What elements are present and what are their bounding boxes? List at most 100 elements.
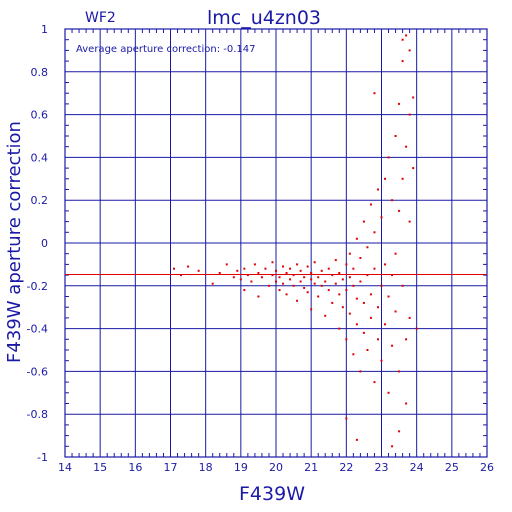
data-point <box>246 274 249 277</box>
data-point <box>257 271 260 274</box>
x-axis-label: F439W <box>239 483 305 505</box>
data-point <box>355 237 358 240</box>
x-tick-label: 15 <box>93 461 107 474</box>
data-point <box>243 267 246 270</box>
x-tick-label: 18 <box>199 461 213 474</box>
data-point <box>408 316 411 319</box>
data-point <box>348 252 351 255</box>
x-tick-label: 17 <box>164 461 178 474</box>
data-point <box>384 323 387 326</box>
data-point <box>289 267 292 270</box>
data-point <box>412 96 415 99</box>
data-point <box>310 271 313 274</box>
data-point <box>408 49 411 52</box>
data-point <box>285 293 288 296</box>
data-point <box>394 252 397 255</box>
data-point <box>373 267 376 270</box>
data-point <box>366 349 369 351</box>
data-point <box>317 276 320 279</box>
data-point <box>320 284 323 287</box>
data-point <box>355 323 358 326</box>
y-axis-label: F439W aperture correction <box>4 121 25 363</box>
data-point <box>348 276 351 279</box>
data-point <box>257 295 260 298</box>
data-point <box>412 167 415 170</box>
x-tick-label: 26 <box>480 461 494 474</box>
tick-labels: 14 15 16 17 18 19 20 21 22 23 24 25 26 -1 -0.8 -0.6 -0.4… <box>27 23 494 474</box>
data-point <box>348 312 351 315</box>
data-point <box>345 289 348 292</box>
data-point <box>394 310 397 313</box>
data-point <box>401 284 404 287</box>
data-point <box>405 145 408 148</box>
data-point <box>331 274 334 277</box>
data-point <box>239 278 242 281</box>
data-point <box>405 402 408 405</box>
chart-title: lmc_u4zn03 <box>207 7 321 29</box>
data-point <box>405 34 408 37</box>
data-point <box>401 60 404 63</box>
y-tick-label: 0.2 <box>31 194 49 207</box>
data-point <box>391 445 394 448</box>
data-point <box>278 289 281 292</box>
data-point <box>225 263 228 266</box>
data-point <box>415 327 418 330</box>
data-point <box>275 269 277 272</box>
y-tick-label: 1 <box>41 23 48 36</box>
data-point <box>173 267 176 270</box>
data-point <box>310 278 313 281</box>
data-point <box>341 306 344 309</box>
data-point <box>376 306 379 309</box>
data-point <box>345 338 348 341</box>
y-tick-label: 0.6 <box>31 109 49 122</box>
data-point <box>355 297 358 300</box>
data-point <box>331 301 334 304</box>
data-point <box>362 301 365 304</box>
x-tick-label: 19 <box>234 461 248 474</box>
panel-label: WF2 <box>85 10 116 26</box>
data-point <box>362 331 365 334</box>
data-point <box>303 286 306 289</box>
data-point <box>398 209 401 212</box>
data-point <box>278 276 281 279</box>
data-point <box>391 344 394 347</box>
y-tick-label: -0.8 <box>27 408 48 421</box>
data-point <box>359 370 362 373</box>
data-point <box>260 276 263 279</box>
data-point <box>296 263 299 266</box>
data-point <box>327 267 330 270</box>
data-point <box>282 265 285 268</box>
x-tick-label: 22 <box>339 461 353 474</box>
y-tick-label: -0.4 <box>27 323 48 336</box>
data-point <box>250 280 253 283</box>
data-point <box>387 391 390 394</box>
data-point <box>299 269 302 272</box>
data-point <box>387 295 390 298</box>
data-point <box>369 316 372 319</box>
data-point <box>218 271 221 274</box>
data-point <box>180 274 183 277</box>
data-point <box>398 370 401 373</box>
data-point <box>376 338 379 341</box>
data-point <box>341 278 344 281</box>
data-point <box>253 263 256 266</box>
data-point <box>267 284 270 287</box>
data-point <box>398 102 401 105</box>
y-tick-label: 0 <box>41 237 48 250</box>
data-point <box>405 338 408 341</box>
data-point <box>380 284 383 287</box>
data-point <box>313 282 316 285</box>
data-point <box>338 293 341 296</box>
x-tick-label: 23 <box>375 461 389 474</box>
data-point <box>236 269 239 272</box>
data-points <box>173 34 418 448</box>
data-point <box>376 188 379 191</box>
grid-lines <box>65 29 487 457</box>
data-point <box>352 267 355 270</box>
data-point <box>303 276 306 279</box>
data-point <box>197 269 200 272</box>
data-point <box>398 430 401 433</box>
data-point <box>264 267 267 270</box>
data-point <box>334 259 337 262</box>
